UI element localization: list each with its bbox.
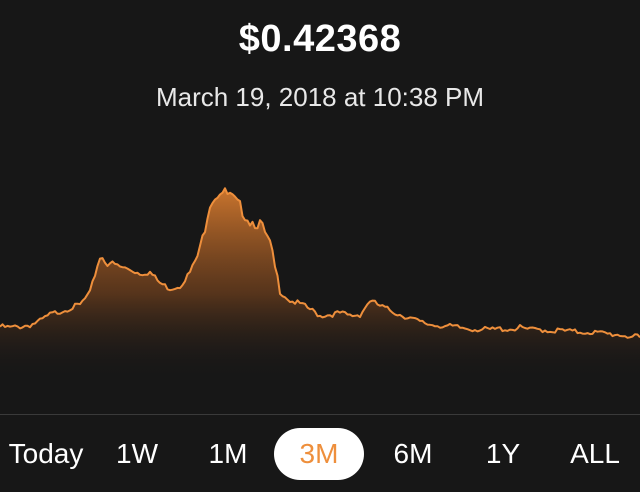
chart-area-fill [0,188,640,380]
price-chart[interactable] [0,170,640,380]
price-value: $0.42368 [238,18,402,60]
time-range-selector: Today 1W 1M 3M 6M 1Y ALL [0,422,640,488]
range-button-3m[interactable]: 3M [274,428,364,480]
price-timestamp: March 19, 2018 at 10:38 PM [155,82,485,112]
range-button-1m[interactable]: 1M [208,438,248,469]
range-button-1w[interactable]: 1W [116,438,158,469]
range-button-today[interactable]: Today [8,438,84,469]
divider [0,414,640,415]
range-button-1y[interactable]: 1Y [485,438,521,469]
chart-price-line [0,187,640,339]
range-button-6m[interactable]: 6M [393,438,433,469]
range-button-all[interactable]: ALL [570,438,620,469]
